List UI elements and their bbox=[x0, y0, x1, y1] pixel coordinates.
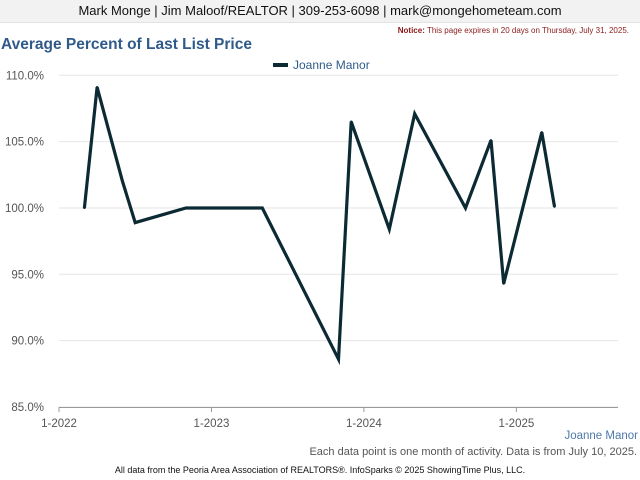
data-point bbox=[337, 358, 340, 361]
data-point bbox=[261, 206, 264, 210]
x-tick-label: 1-2025 bbox=[498, 418, 534, 430]
data-point bbox=[121, 180, 124, 183]
y-tick-label: 90.0% bbox=[11, 336, 44, 348]
chart-legend[interactable]: Joanne Manor bbox=[273, 58, 370, 72]
y-tick-label: 100.0% bbox=[5, 203, 44, 215]
data-footnote: Each data point is one month of activity… bbox=[309, 446, 637, 458]
series-axis-label: Joanne Manor bbox=[564, 430, 638, 442]
chart-title: Average Percent of Last List Price bbox=[1, 36, 252, 53]
data-point bbox=[184, 206, 188, 210]
x-tick-label: 1-2023 bbox=[194, 418, 230, 430]
y-tick-label: 85.0% bbox=[11, 402, 44, 414]
notice-text: This page expires in 20 days on Thursday… bbox=[426, 26, 629, 35]
notice-label: Notice: bbox=[397, 26, 425, 35]
data-point bbox=[553, 205, 556, 208]
contact-header-bar: Mark Monge | Jim Maloof/REALTOR | 309-25… bbox=[0, 0, 640, 23]
data-point bbox=[83, 206, 86, 210]
data-point bbox=[502, 282, 505, 285]
data-point bbox=[95, 86, 99, 89]
data-point bbox=[464, 206, 467, 210]
legend-swatch bbox=[273, 63, 288, 67]
y-tick-label: 110.0% bbox=[6, 70, 44, 82]
data-point bbox=[210, 206, 213, 210]
x-tick-label: 1-2024 bbox=[346, 418, 382, 430]
series-line-joanne-manor bbox=[82, 86, 557, 366]
data-point bbox=[413, 112, 416, 115]
data-point bbox=[388, 227, 391, 231]
y-tick-label: 95.0% bbox=[11, 269, 44, 281]
data-point bbox=[489, 139, 493, 142]
data-point bbox=[540, 131, 543, 134]
x-tick-label: 1-2022 bbox=[41, 418, 77, 430]
y-tick-label: 105.0% bbox=[5, 137, 44, 149]
data-source-note: All data from the Peoria Area Associatio… bbox=[114, 465, 526, 475]
data-point bbox=[134, 221, 137, 224]
legend-label: Joanne Manor bbox=[293, 58, 370, 72]
data-point bbox=[350, 120, 353, 123]
expiry-notice: Notice: This page expires in 20 days on … bbox=[398, 26, 629, 35]
contact-info: Mark Monge | Jim Maloof/REALTOR | 309-25… bbox=[78, 3, 562, 18]
